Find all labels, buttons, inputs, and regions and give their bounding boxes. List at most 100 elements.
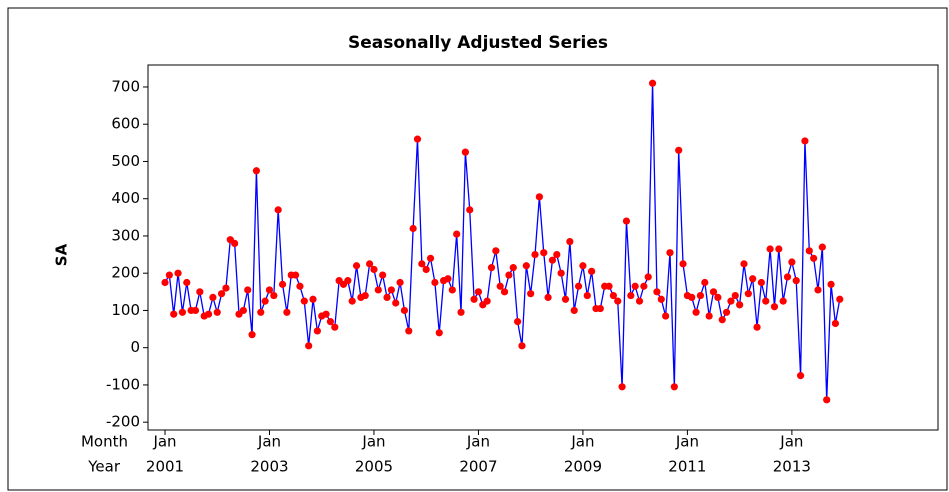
x-year-label: 2009 [564, 458, 602, 476]
data-point [605, 282, 613, 290]
data-point [827, 280, 835, 288]
data-point [570, 306, 578, 315]
data-point [557, 269, 565, 277]
data-point [309, 295, 317, 303]
x-tick-label: Jan [570, 433, 594, 451]
data-point [261, 297, 269, 305]
data-point [531, 250, 539, 259]
data-point [257, 308, 265, 316]
data-point [500, 288, 509, 296]
y-tick-label: -100 [106, 375, 140, 393]
data-point [518, 342, 526, 350]
data-point [818, 243, 826, 251]
data-point [666, 249, 674, 257]
data-point [348, 297, 356, 305]
data-point [522, 262, 530, 270]
data-point [736, 301, 744, 309]
data-point [400, 306, 409, 315]
data-point [405, 327, 413, 335]
data-point [579, 262, 587, 270]
data-point [775, 245, 783, 253]
data-point [679, 260, 687, 268]
data-point [252, 167, 261, 175]
data-point [548, 256, 557, 264]
data-point [265, 286, 274, 294]
data-point [165, 271, 173, 279]
data-point [718, 316, 726, 324]
data-point [409, 224, 417, 233]
data-point [466, 206, 474, 214]
data-point [831, 319, 840, 328]
data-point [505, 271, 513, 279]
data-point [435, 329, 443, 337]
data-point [792, 277, 800, 285]
data-point [783, 273, 792, 281]
data-point [744, 290, 752, 298]
data-point [640, 282, 648, 290]
data-point [705, 312, 713, 320]
data-point [814, 286, 822, 294]
x-year-label: 2007 [459, 458, 497, 476]
data-point [514, 318, 522, 326]
y-tick-label: 100 [111, 301, 140, 319]
data-point [740, 260, 748, 268]
data-point [457, 308, 465, 316]
data-point [161, 278, 169, 287]
data-point [618, 383, 626, 391]
data-point [670, 383, 678, 391]
data-point [413, 135, 422, 143]
data-point [770, 303, 779, 311]
data-point [222, 284, 230, 292]
data-point [836, 295, 844, 303]
data-point [762, 297, 770, 305]
data-point [313, 327, 321, 335]
data-point [701, 278, 709, 287]
data-point [644, 273, 652, 281]
x-tick-label: Jan [779, 433, 803, 451]
data-point [627, 291, 635, 300]
x-year-label: 2001 [146, 458, 184, 476]
data-point [296, 282, 304, 290]
y-tick-label: 500 [111, 152, 140, 170]
data-point [622, 217, 631, 225]
y-tick-label: -200 [106, 413, 140, 431]
data-point [204, 310, 213, 318]
data-point [566, 237, 574, 246]
data-point [596, 304, 604, 313]
data-point [248, 331, 256, 339]
data-point [544, 293, 552, 302]
data-point [540, 249, 548, 257]
data-point [823, 396, 831, 404]
data-point [727, 297, 735, 305]
y-axis-label: SA [53, 243, 71, 266]
x-row-label: Month [81, 433, 128, 451]
data-point [722, 308, 731, 316]
data-point [366, 260, 374, 268]
data-point [635, 297, 644, 305]
data-point [170, 310, 178, 318]
data-point [191, 306, 200, 315]
data-point [300, 297, 308, 305]
data-point [474, 288, 483, 296]
data-point [731, 291, 739, 300]
data-point [239, 306, 247, 315]
data-point [796, 372, 805, 380]
data-point [326, 318, 335, 326]
x-tick-label: Jan [361, 433, 385, 451]
data-point [574, 282, 583, 290]
data-point [422, 265, 430, 274]
data-point [278, 280, 287, 288]
data-point [553, 250, 561, 259]
data-point [174, 269, 182, 277]
data-point [688, 293, 696, 302]
data-point [527, 290, 535, 298]
data-point [788, 258, 796, 266]
x-year-label: 2005 [355, 458, 393, 476]
data-point [509, 264, 517, 272]
x-tick-label: Jan [675, 433, 699, 451]
x-year-label: 2011 [668, 458, 706, 476]
data-point [426, 254, 435, 262]
y-tick-label: 400 [111, 189, 140, 207]
data-point [396, 278, 404, 287]
data-point [753, 323, 761, 331]
